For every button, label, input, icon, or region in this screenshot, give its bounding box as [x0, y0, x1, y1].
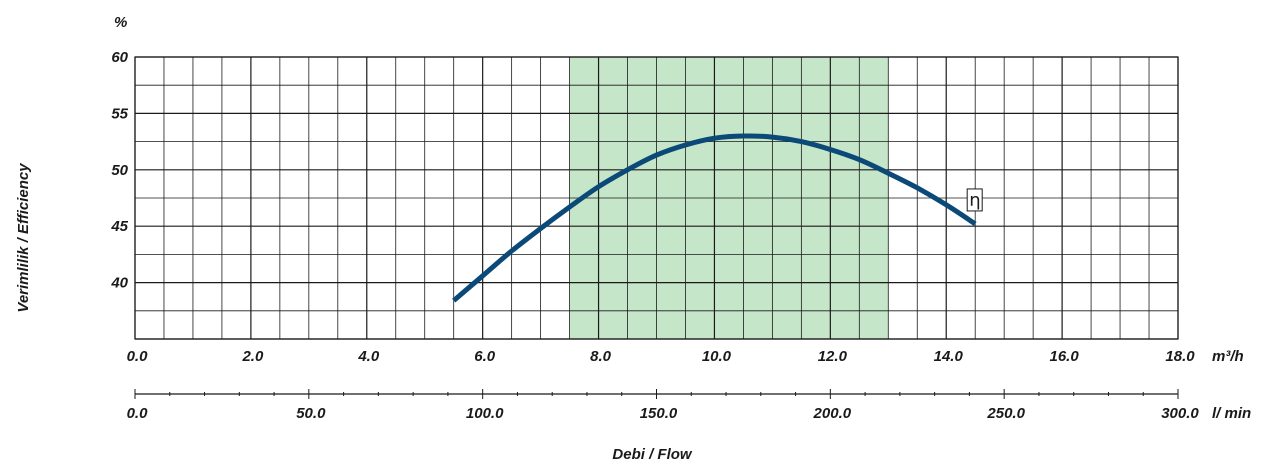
x-tick-label: 14.0 [934, 348, 964, 365]
y-tick-label: 55 [111, 105, 128, 122]
x2-tick-label: 300.0 [1161, 405, 1199, 422]
x-tick-label: 10.0 [702, 348, 732, 365]
x2-tick-label: 50.0 [296, 405, 326, 422]
x2-tick-label: 100.0 [466, 405, 504, 422]
y-axis-title: Verimlilik / Efficiency [15, 163, 32, 313]
x-tick-label: 12.0 [818, 348, 848, 365]
series-label: η [967, 189, 982, 211]
x2-tick-label: 0.0 [127, 405, 149, 422]
y-tick-labels: 60 55 50 45 40 [110, 49, 128, 292]
x2-tick-labels: 0.0 50.0 100.0 150.0 200.0 250.0 300.0 [127, 405, 1200, 422]
x-tick-label: 0.0 [127, 348, 149, 365]
x2-tick-label: 150.0 [640, 405, 678, 422]
x2-unit-label: l/ min [1212, 405, 1251, 422]
x-tick-label: 8.0 [590, 348, 612, 365]
x-tick-label: 4.0 [357, 348, 380, 365]
y-unit-label: % [114, 14, 127, 31]
minor-grid [135, 57, 1178, 339]
x-unit-label: m³/h [1212, 348, 1244, 365]
x-tick-label: 16.0 [1050, 348, 1080, 365]
series-label-text: η [969, 190, 980, 211]
y-tick-label: 50 [111, 162, 128, 179]
secondary-x-axis [135, 389, 1178, 399]
y-tick-label: 40 [110, 275, 128, 292]
y-tick-label: 60 [111, 49, 128, 66]
x-tick-label: 6.0 [474, 348, 496, 365]
x2-tick-label: 250.0 [986, 405, 1025, 422]
x-axis-title: Debi / Flow [612, 446, 693, 463]
x-tick-labels: 0.0 2.0 4.0 6.0 8.0 10.0 12.0 14.0 16.0 18.0 [127, 348, 1196, 365]
x-tick-label: 18.0 [1165, 348, 1195, 365]
x2-tick-label: 200.0 [813, 405, 852, 422]
y-tick-label: 45 [110, 218, 128, 235]
x-tick-label: 2.0 [241, 348, 264, 365]
